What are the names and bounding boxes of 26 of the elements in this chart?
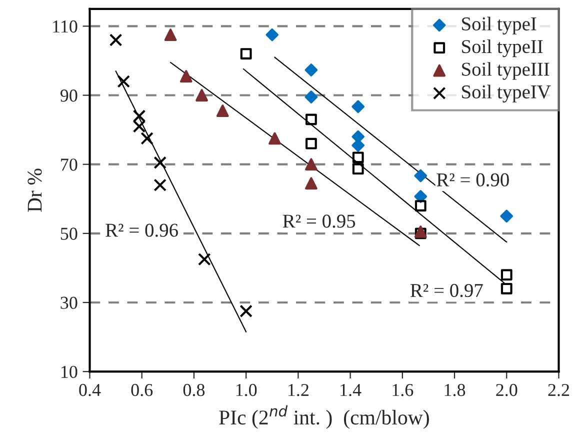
x-tick-label: 1.6: [392, 384, 414, 396]
annotation: R² = 0.90: [436, 173, 509, 186]
x-tick-label: 1.0: [236, 384, 257, 396]
y-tick-label: 90: [60, 90, 78, 102]
legend-label: Soil typeIV: [462, 84, 551, 102]
legend-label: Soil typeII: [462, 39, 543, 58]
x-tick-label: 1.2: [288, 384, 308, 396]
x-axis-title: PIc (2$^{nd}$ int. ) (cm/blow): [219, 405, 429, 429]
x-tick-label: 2.2: [548, 384, 570, 396]
y-tick-label: 50: [60, 228, 78, 240]
x-tick-label: 1.8: [444, 384, 466, 396]
y-tick-label: 10: [61, 366, 78, 378]
annotation: R² = 0.97: [410, 284, 483, 298]
x-tick-label: 0.8: [183, 384, 205, 396]
x-tick-label: 0.4: [79, 384, 101, 396]
y-tick-label: 70: [61, 158, 78, 171]
y-axis-title: Dr %: [28, 168, 42, 212]
y-tick-label: 30: [60, 296, 78, 309]
legend-label: Soil typeIII: [462, 62, 550, 80]
x-tick-label: 2.0: [496, 384, 518, 396]
annotation: R² = 0.95: [282, 214, 356, 228]
annotation: R² = 0.96: [106, 224, 178, 237]
y-tick-label: 110: [53, 20, 78, 33]
x-tick-label: 0.6: [131, 384, 153, 396]
legend-label: Soil typeI: [462, 16, 536, 34]
x-tick-label: 1.4: [340, 384, 362, 396]
